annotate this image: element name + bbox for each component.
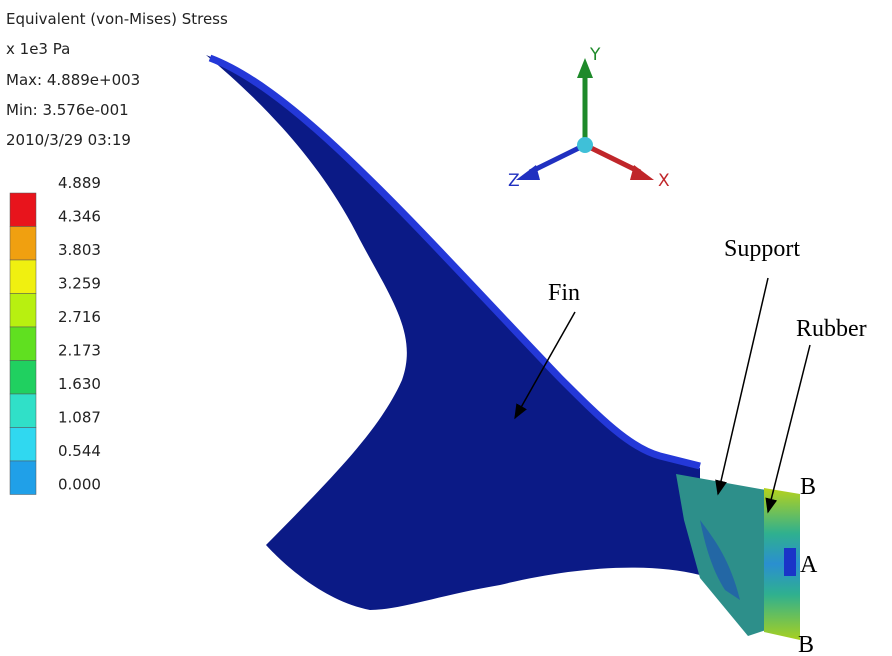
fin-label: Fin (548, 280, 580, 306)
legend-value: 1.087 (58, 409, 101, 427)
y-axis-label: Y (589, 45, 601, 65)
point-label: A (800, 552, 818, 578)
x-axis-arrow (585, 145, 640, 172)
z-axis-arrow (530, 145, 585, 172)
legend-swatch (10, 294, 36, 328)
legend-value: 1.630 (58, 375, 101, 393)
coordinate-triad: Y Z X (508, 45, 670, 191)
legend-value: 2.716 (58, 308, 101, 326)
support-label: Support (724, 236, 800, 262)
legend-swatch (10, 461, 36, 495)
rubber-center (784, 548, 796, 576)
legend-value: 3.259 (58, 275, 101, 293)
legend-value: 0.000 (58, 476, 101, 494)
color-legend: 4.889 4.346 3.803 3.259 2.716 2.173 1.630 1.087… (10, 174, 101, 495)
point-label: B (800, 474, 816, 500)
legend-swatch (10, 394, 36, 428)
legend-value: 0.544 (58, 442, 101, 460)
result-max: Max: 4.889e+003 (6, 71, 140, 89)
legend-swatch (10, 193, 36, 227)
legend-swatch (10, 260, 36, 294)
legend-swatch (10, 428, 36, 462)
triad-origin (577, 137, 593, 153)
z-axis-label: Z (508, 171, 520, 191)
result-unit: x 1e3 Pa (6, 40, 70, 58)
legend-value: 2.173 (58, 342, 101, 360)
legend-value: 4.889 (58, 174, 101, 192)
support-arrow (718, 278, 768, 494)
fea-result-view: Equivalent (von-Mises) Stress x 1e3 Pa M… (0, 0, 892, 656)
legend-value: 3.803 (58, 241, 101, 259)
legend-value: 4.346 (58, 208, 101, 226)
legend-swatch (10, 227, 36, 261)
result-min: Min: 3.576e-001 (6, 101, 129, 119)
rubber-label: Rubber (796, 316, 867, 342)
legend-swatch (10, 327, 36, 361)
x-axis-label: X (658, 171, 670, 191)
model (206, 55, 800, 640)
point-label: B (798, 632, 814, 656)
result-timestamp: 2010/3/29 03:19 (6, 131, 131, 149)
legend-swatch (10, 361, 36, 395)
fin (206, 55, 700, 610)
result-title: Equivalent (von-Mises) Stress (6, 10, 228, 28)
x-axis-head (630, 165, 654, 180)
